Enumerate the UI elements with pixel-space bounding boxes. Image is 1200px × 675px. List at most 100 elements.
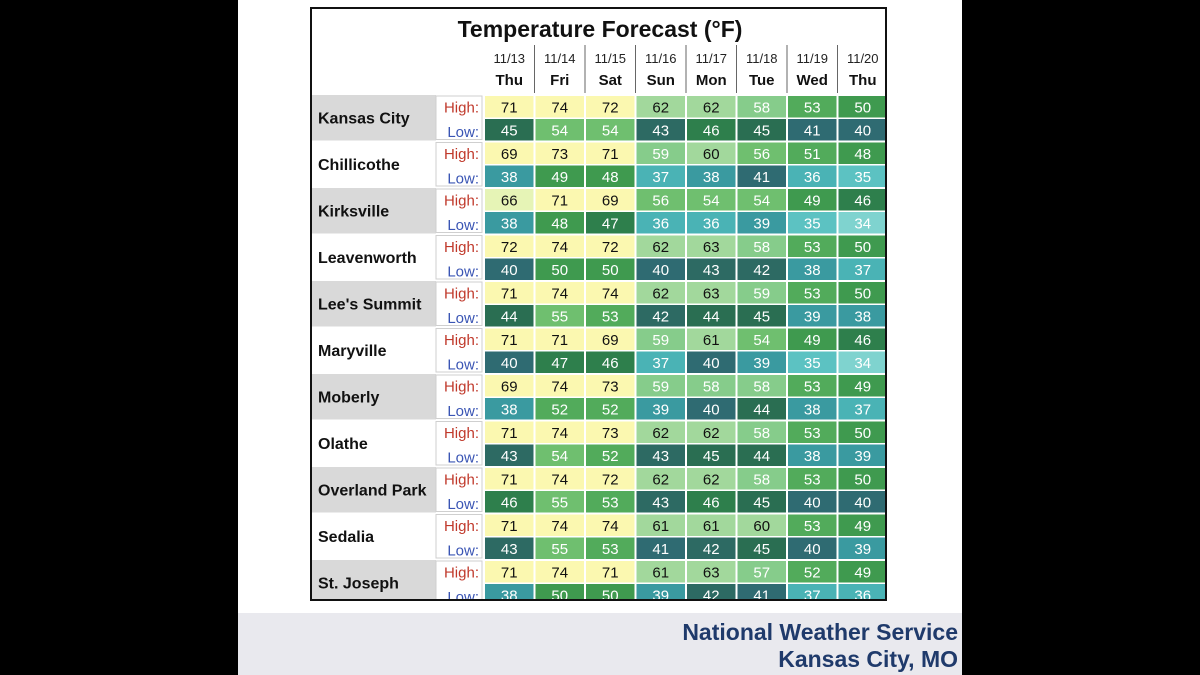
- low-temp-value: 46: [501, 494, 518, 511]
- low-temp-value: 47: [602, 215, 619, 232]
- high-temp-value: 71: [602, 564, 619, 581]
- high-temp-value: 72: [602, 239, 619, 256]
- low-temp-value: 43: [652, 122, 669, 139]
- column-date: 11/13: [493, 51, 525, 66]
- high-temp-cell: [687, 328, 736, 350]
- high-temp-cell: [838, 282, 885, 304]
- high-temp-cell: [636, 375, 685, 397]
- high-label: High:: [444, 146, 479, 163]
- high-temp-cell: [737, 375, 786, 397]
- high-temp-value: 58: [753, 471, 770, 488]
- high-temp-cell: [788, 235, 837, 257]
- low-temp-value: 40: [854, 494, 871, 511]
- low-temp-cell: [636, 398, 685, 420]
- high-temp-value: 71: [501, 564, 518, 581]
- high-temp-cell: [535, 282, 584, 304]
- low-temp-value: 52: [551, 401, 568, 418]
- high-temp-cell: [485, 96, 534, 118]
- high-temp-cell: [485, 282, 534, 304]
- high-temp-cell: [636, 189, 685, 211]
- low-temp-cell: [737, 119, 786, 141]
- label-box: [435, 560, 483, 599]
- low-temp-cell: [687, 305, 736, 327]
- high-temp-value: 74: [551, 471, 568, 488]
- low-temp-cell: [737, 212, 786, 234]
- low-temp-cell: [485, 491, 534, 513]
- high-temp-cell: [788, 561, 837, 583]
- high-temp-value: 46: [854, 192, 871, 209]
- high-temp-value: 54: [753, 192, 770, 209]
- high-temp-value: 74: [551, 99, 568, 116]
- label-box: [435, 514, 483, 559]
- column-date: 11/20: [847, 51, 879, 66]
- low-temp-value: 36: [652, 215, 669, 232]
- low-label: Low:: [447, 264, 479, 281]
- city-band: [312, 188, 436, 234]
- low-temp-cell: [586, 258, 635, 280]
- low-temp-value: 42: [703, 587, 720, 599]
- low-temp-cell: [636, 258, 685, 280]
- low-temp-value: 35: [804, 355, 821, 372]
- column-date: 11/17: [695, 51, 727, 66]
- high-temp-cell: [485, 142, 534, 164]
- high-temp-value: 74: [602, 518, 619, 535]
- low-temp-cell: [586, 212, 635, 234]
- high-temp-cell: [838, 514, 885, 536]
- low-temp-value: 44: [501, 308, 518, 325]
- low-temp-cell: [687, 584, 736, 599]
- label-box: [435, 374, 483, 419]
- column-day: Thu: [496, 72, 524, 89]
- low-temp-cell: [687, 491, 736, 513]
- low-temp-value: 45: [753, 494, 770, 511]
- low-temp-cell: [485, 398, 534, 420]
- city-name: St. Joseph: [318, 575, 399, 592]
- low-label: Low:: [447, 589, 479, 599]
- high-temp-value: 58: [703, 378, 720, 395]
- high-temp-value: 60: [703, 146, 720, 163]
- low-temp-cell: [636, 491, 685, 513]
- high-temp-value: 71: [501, 425, 518, 442]
- label-box: [435, 235, 483, 280]
- low-temp-cell: [485, 305, 534, 327]
- high-temp-value: 54: [753, 332, 770, 349]
- low-temp-cell: [485, 444, 534, 466]
- high-temp-value: 62: [652, 99, 669, 116]
- low-temp-cell: [535, 537, 584, 559]
- low-temp-cell: [838, 398, 885, 420]
- high-temp-cell: [687, 375, 736, 397]
- low-temp-cell: [788, 537, 837, 559]
- low-temp-value: 37: [804, 587, 821, 599]
- high-label: High:: [444, 379, 479, 396]
- high-temp-cell: [535, 514, 584, 536]
- low-temp-value: 38: [804, 448, 821, 465]
- low-temp-cell: [535, 119, 584, 141]
- high-temp-cell: [636, 328, 685, 350]
- high-temp-cell: [838, 421, 885, 443]
- high-temp-cell: [737, 282, 786, 304]
- high-temp-value: 48: [854, 146, 871, 163]
- high-temp-cell: [636, 282, 685, 304]
- high-temp-value: 71: [501, 99, 518, 116]
- high-temp-cell: [838, 328, 885, 350]
- high-temp-cell: [838, 142, 885, 164]
- high-temp-cell: [788, 96, 837, 118]
- footer-org: National Weather Service: [682, 619, 958, 645]
- low-temp-value: 47: [551, 355, 568, 372]
- high-temp-cell: [788, 282, 837, 304]
- high-temp-cell: [535, 96, 584, 118]
- low-temp-cell: [636, 351, 685, 373]
- high-temp-value: 69: [602, 192, 619, 209]
- high-temp-value: 63: [703, 239, 720, 256]
- low-temp-cell: [788, 119, 837, 141]
- high-temp-value: 60: [753, 518, 770, 535]
- high-temp-value: 62: [703, 471, 720, 488]
- high-temp-cell: [535, 189, 584, 211]
- low-temp-value: 45: [753, 122, 770, 139]
- high-temp-value: 58: [753, 239, 770, 256]
- low-temp-value: 42: [652, 308, 669, 325]
- low-label: Low:: [447, 217, 479, 234]
- low-temp-cell: [838, 537, 885, 559]
- high-temp-value: 49: [854, 564, 871, 581]
- low-temp-cell: [838, 305, 885, 327]
- low-temp-cell: [586, 537, 635, 559]
